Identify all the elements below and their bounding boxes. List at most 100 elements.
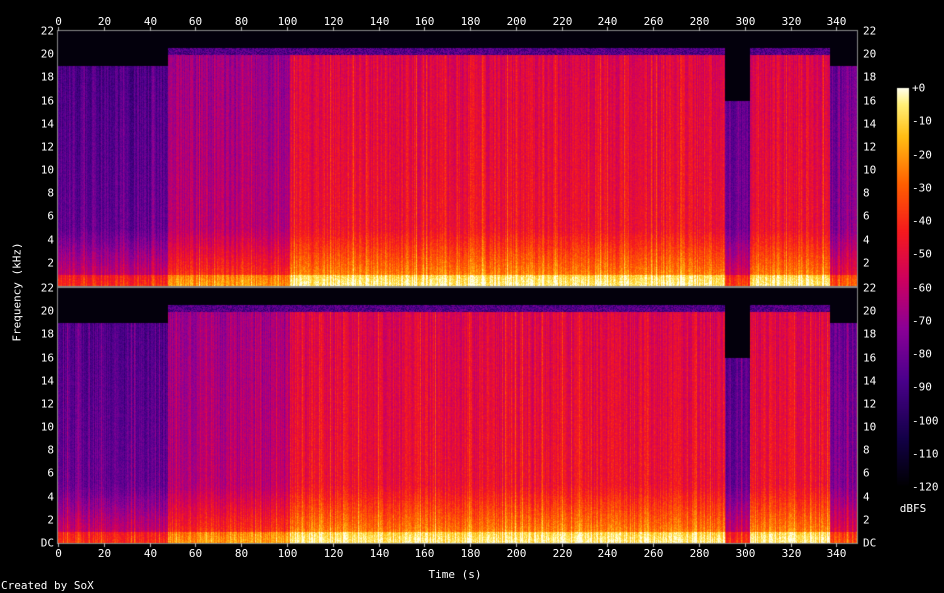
colorbar-tick-label: -120 [912,480,939,494]
y-tick-label-right: 8 [863,186,870,200]
y-tick-label-right: 18 [863,70,877,84]
x-tick-label-bottom: 120 [323,547,344,560]
x-tick-label-bottom: 20 [97,547,112,560]
colorbar-tick-label: -110 [912,447,939,461]
y-tick-label-right: 6 [863,209,870,223]
colorbar-label: dBFS [899,502,927,515]
x-tick-label-bottom: 100 [277,547,298,560]
x-tick-label-top: 280 [689,15,710,28]
y-tick-label-right: 2 [863,513,870,527]
x-axis-label: Time (s) [428,568,482,581]
colorbar-tick-label: -30 [912,181,932,195]
y-tick-label-left: 14 [40,374,54,388]
y-tick-label-left: 16 [40,351,54,365]
y-tick-label-left: 6 [47,209,54,223]
x-tick-label-bottom: 240 [597,547,618,560]
x-tick-label-top: 200 [506,15,527,28]
colorbar-tick-label: -100 [912,414,939,427]
y-tick-label-left: 22 [40,281,54,295]
credit-text: Created by SoX [1,579,94,592]
y-tick-label-left: 20 [40,47,54,61]
x-tick-label-bottom: 200 [506,547,527,560]
x-tick-label-top: 300 [735,15,756,28]
x-tick-label-bottom: 280 [689,547,710,560]
x-tick-label-top: 60 [188,15,203,28]
y-tick-label-left: 10 [40,163,54,177]
y-tick-label-left: 12 [40,140,54,154]
x-tick-label-top: 120 [323,15,344,28]
y-tick-label-right: 12 [863,397,877,411]
y-tick-label-right: 8 [863,443,870,457]
x-tick-label-top: 220 [552,15,573,28]
x-tick-label-bottom: 260 [643,547,664,560]
y-tick-label-left: 4 [47,233,54,247]
x-tick-label-bottom: 0 [55,547,62,560]
colorbar-tick-label: +0 [912,81,926,95]
y-tick-label-right: 14 [863,374,877,388]
y-tick-label-right: 10 [863,163,877,177]
y-tick-label-right: 12 [863,140,877,154]
y-tick-label-left: 4 [47,490,54,504]
y-tick-label-left: 16 [40,94,54,108]
x-tick-label-top: 0 [55,15,62,28]
y-tick-label-left: 22 [40,24,54,38]
x-tick-label-top: 20 [97,15,112,28]
x-tick-label-top: 160 [414,15,435,28]
y-tick-label-right: 18 [863,327,877,341]
y-tick-label-right: 4 [863,490,870,504]
y-tick-label-right: 16 [863,351,877,365]
y-tick-label-left: 12 [40,397,54,411]
y-tick-label-left: 2 [47,256,54,270]
y-axis-label: Frequency (kHz) [10,242,24,342]
x-tick-label-top: 100 [277,15,298,28]
y-tick-label-left: 18 [40,70,54,84]
y-tick-label-left: 14 [40,117,54,131]
x-tick-label-bottom: 340 [826,547,847,560]
y-tick-label-left: 10 [40,420,54,434]
y-tick-label-right: 14 [863,117,877,131]
y-tick-label-left: 8 [47,186,54,200]
x-tick-label-top: 260 [643,15,664,28]
x-tick-label-top: 40 [143,15,158,28]
x-tick-label-top: 320 [781,15,802,28]
colorbar-tick-label: -80 [912,347,932,361]
x-tick-label-top: 140 [369,15,390,28]
y-tick-label-left: DC [40,536,54,550]
y-tick-label-right: 22 [863,24,877,38]
x-tick-label-bottom: 320 [781,547,802,560]
y-tick-label-left: 18 [40,327,54,341]
colorbar-tick-label: -10 [912,114,932,128]
y-tick-label-left: 6 [47,466,54,480]
x-tick-label-bottom: 160 [414,547,435,560]
colorbar-tick-label: -20 [912,148,932,161]
x-tick-label-bottom: 300 [735,547,756,560]
x-tick-label-top: 80 [234,15,249,28]
y-tick-label-left: 20 [40,304,54,318]
y-tick-label-right: 20 [863,304,877,318]
y-tick-label-left: 8 [47,443,54,457]
colorbar-tick-label: -40 [912,214,932,228]
x-tick-label-bottom: 40 [143,547,158,560]
y-tick-label-left: 2 [47,513,54,527]
y-tick-label-right: 20 [863,47,877,61]
colorbar-tick-label: -70 [912,314,932,328]
y-tick-label-right: 16 [863,94,877,108]
y-tick-label-right: 10 [863,420,877,434]
x-tick-label-bottom: 80 [234,547,249,560]
y-tick-label-right: 6 [863,466,870,480]
x-tick-label-top: 180 [460,15,481,28]
colorbar-tick-label: -90 [912,380,932,394]
y-tick-label-right: 2 [863,256,870,270]
x-tick-label-bottom: 180 [460,547,481,560]
y-tick-label-right: 22 [863,281,877,295]
colorbar-tick-label: -60 [912,281,932,294]
x-tick-label-top: 240 [597,15,618,28]
y-tick-label-right: DC [863,536,877,550]
x-tick-label-bottom: 60 [188,547,203,560]
colorbar-tick-label: -50 [912,247,932,261]
x-tick-label-bottom: 220 [552,547,573,560]
x-tick-label-bottom: 140 [369,547,390,560]
y-tick-label-right: 4 [863,233,870,247]
x-tick-label-top: 340 [826,15,847,28]
